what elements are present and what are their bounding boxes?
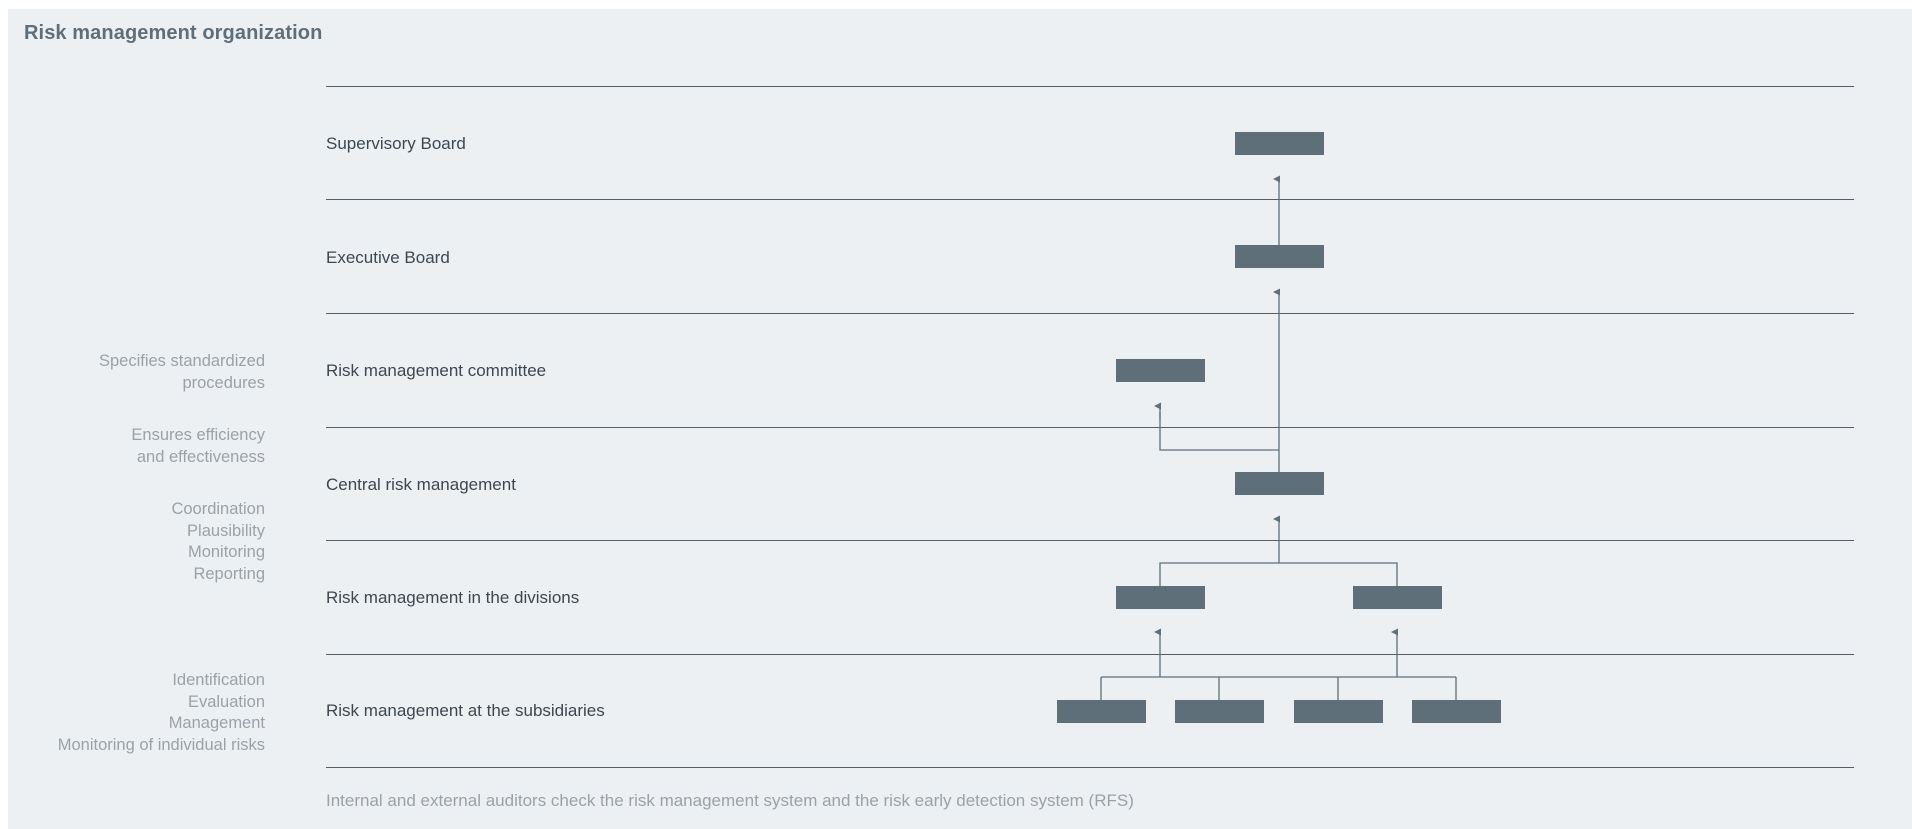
box-supervisory-board	[1235, 132, 1324, 155]
box-central-risk	[1235, 472, 1324, 495]
rule-5	[326, 654, 1854, 655]
note-line: Ensures efficiency	[131, 426, 265, 444]
connector-line	[1159, 562, 1398, 586]
level-label-supervisory-board: Supervisory Board	[326, 134, 466, 153]
box-subsidiary-1	[1057, 700, 1146, 723]
note-line: Specifies standardized	[98, 352, 265, 370]
level-label-risk-committee: Risk management committee	[326, 361, 547, 380]
note-line: Evaluation	[187, 692, 265, 711]
note-line: Coordination	[171, 500, 265, 518]
level-label-executive-board: Executive Board	[326, 248, 450, 267]
box-division-1	[1116, 586, 1205, 609]
note-line: Plausibility	[187, 521, 265, 540]
note-line: Management	[168, 714, 265, 732]
rule-3	[326, 427, 1854, 428]
note-central: Coordination Plausibility Monitoring Rep…	[171, 499, 265, 585]
note-efficiency: Ensures efficiency and effectiveness	[131, 425, 265, 468]
note-line: Monitoring of individual risks	[57, 735, 265, 754]
box-executive-board	[1235, 245, 1324, 268]
box-subsidiary-3	[1294, 700, 1383, 723]
box-subsidiary-2	[1175, 700, 1264, 723]
box-division-2	[1353, 586, 1442, 609]
note-line: procedures	[182, 373, 265, 392]
level-label-subsidiaries: Risk management at the subsidiaries	[326, 701, 605, 720]
level-label-central-risk: Central risk management	[326, 475, 516, 494]
note-line: Reporting	[193, 564, 265, 583]
rule-2	[326, 313, 1854, 314]
diagram-title: Risk management organization	[24, 22, 323, 44]
note-subsidiaries: Identification Evaluation Management Mon…	[58, 670, 265, 756]
note-committee: Specifies standardized procedures	[99, 351, 265, 394]
connector-line	[1159, 412, 1279, 451]
rule-4	[326, 540, 1854, 541]
note-line: and effectiveness	[136, 447, 265, 466]
box-subsidiary-4	[1412, 700, 1501, 723]
footnote: Internal and external auditors check the…	[326, 791, 1134, 810]
rule-bottom	[326, 767, 1854, 768]
level-label-divisions: Risk management in the divisions	[326, 588, 580, 607]
rule-1	[326, 199, 1854, 200]
note-line: Monitoring	[187, 543, 265, 561]
diagram-panel	[8, 9, 1912, 829]
box-risk-committee	[1116, 359, 1205, 382]
rule-top	[326, 86, 1854, 87]
note-line: Identification	[172, 671, 265, 689]
